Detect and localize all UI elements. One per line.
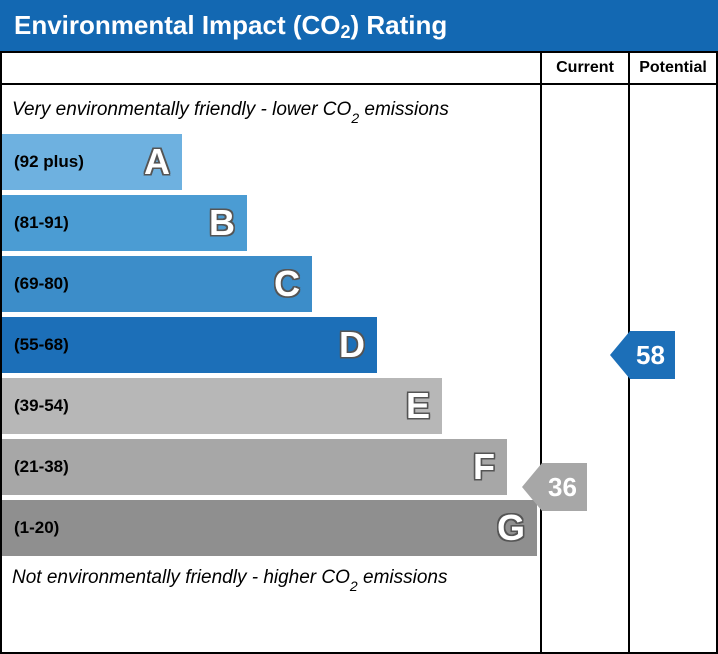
current-rating-arrow: 36: [522, 463, 587, 511]
band-e: (39-54) E: [2, 378, 442, 434]
band-letter: C: [274, 263, 300, 305]
arrow-tip-icon: [522, 463, 542, 511]
band-f: (21-38) F: [2, 439, 507, 495]
rating-value: 58: [630, 331, 675, 379]
potential-rating-arrow: 58: [610, 331, 675, 379]
band-letter: B: [209, 202, 235, 244]
band-letter: F: [473, 446, 495, 488]
bars-container: (92 plus) A (81-91) B (69-80) C (55-68) D (39-54…: [2, 134, 540, 556]
band-range: (55-68): [2, 335, 69, 355]
column-headers: Current Potential: [0, 51, 718, 85]
title-text-prefix: Environmental Impact (CO: [14, 10, 341, 40]
arrow-tip-icon: [610, 331, 630, 379]
potential-column: 58: [628, 85, 716, 652]
header-current: Current: [540, 53, 628, 83]
header-blank: [2, 53, 540, 83]
band-letter: D: [339, 324, 365, 366]
rating-value: 36: [542, 463, 587, 511]
band-letter: E: [406, 385, 430, 427]
title-text-suffix: ) Rating: [351, 10, 448, 40]
band-letter: A: [144, 141, 170, 183]
title-sub: 2: [341, 22, 351, 42]
caption-top: Very environmentally friendly - lower CO…: [2, 93, 540, 129]
band-c: (69-80) C: [2, 256, 312, 312]
band-range: (81-91): [2, 213, 69, 233]
band-range: (1-20): [2, 518, 59, 538]
band-range: (39-54): [2, 396, 69, 416]
chart-title: Environmental Impact (CO2) Rating: [0, 0, 718, 51]
band-letter: G: [497, 507, 525, 549]
band-range: (92 plus): [2, 152, 84, 172]
header-potential: Potential: [628, 53, 716, 83]
band-g: (1-20) G: [2, 500, 537, 556]
bands-column: Very environmentally friendly - lower CO…: [2, 85, 540, 652]
co2-rating-chart: Environmental Impact (CO2) Rating Curren…: [0, 0, 718, 619]
band-b: (81-91) B: [2, 195, 247, 251]
band-range: (21-38): [2, 457, 69, 477]
band-a: (92 plus) A: [2, 134, 182, 190]
caption-bottom: Not environmentally friendly - higher CO…: [2, 561, 540, 597]
band-range: (69-80): [2, 274, 69, 294]
chart-body: Very environmentally friendly - lower CO…: [0, 85, 718, 654]
band-d: (55-68) D: [2, 317, 377, 373]
